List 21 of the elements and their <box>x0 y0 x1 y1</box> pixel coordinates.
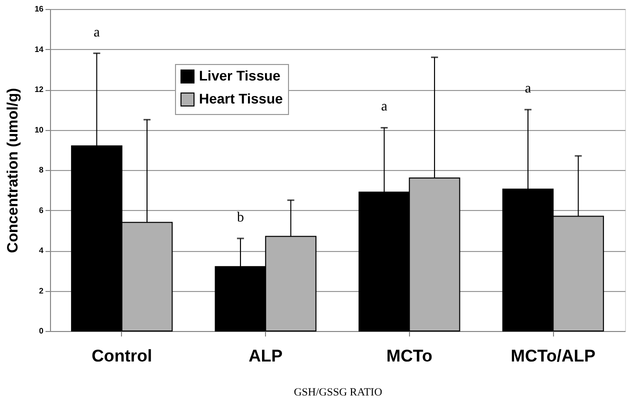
y-tick-label: 16 <box>34 4 44 14</box>
x-tick-label: ALP <box>248 346 283 366</box>
x-tick-label: MCTo <box>386 346 432 366</box>
annotation: b <box>236 210 244 226</box>
legend-label: Heart Tissue <box>199 90 283 106</box>
y-tick-label: 14 <box>34 44 44 54</box>
y-tick-label: 10 <box>34 125 44 134</box>
annotation: a <box>94 25 101 40</box>
legend-label: Liver Tissue <box>199 68 281 84</box>
y-tick-label: 4 <box>39 246 44 255</box>
y-tick-label: 6 <box>39 206 44 215</box>
x-axis-title: GSH/GSSG RATIO <box>294 386 382 398</box>
y-tick-label: 12 <box>34 85 44 94</box>
annotation: a <box>381 100 388 115</box>
y-axis-title: Concentration (umol/g) <box>4 88 22 253</box>
y-tick-label: 0 <box>39 326 44 336</box>
y-tick-label: 2 <box>39 286 44 296</box>
annotation: a <box>524 82 532 97</box>
y-tick-label: 8 <box>39 166 44 174</box>
x-tick-label: Control <box>92 346 152 366</box>
x-tick-label: MCTo/ALP <box>510 346 596 366</box>
